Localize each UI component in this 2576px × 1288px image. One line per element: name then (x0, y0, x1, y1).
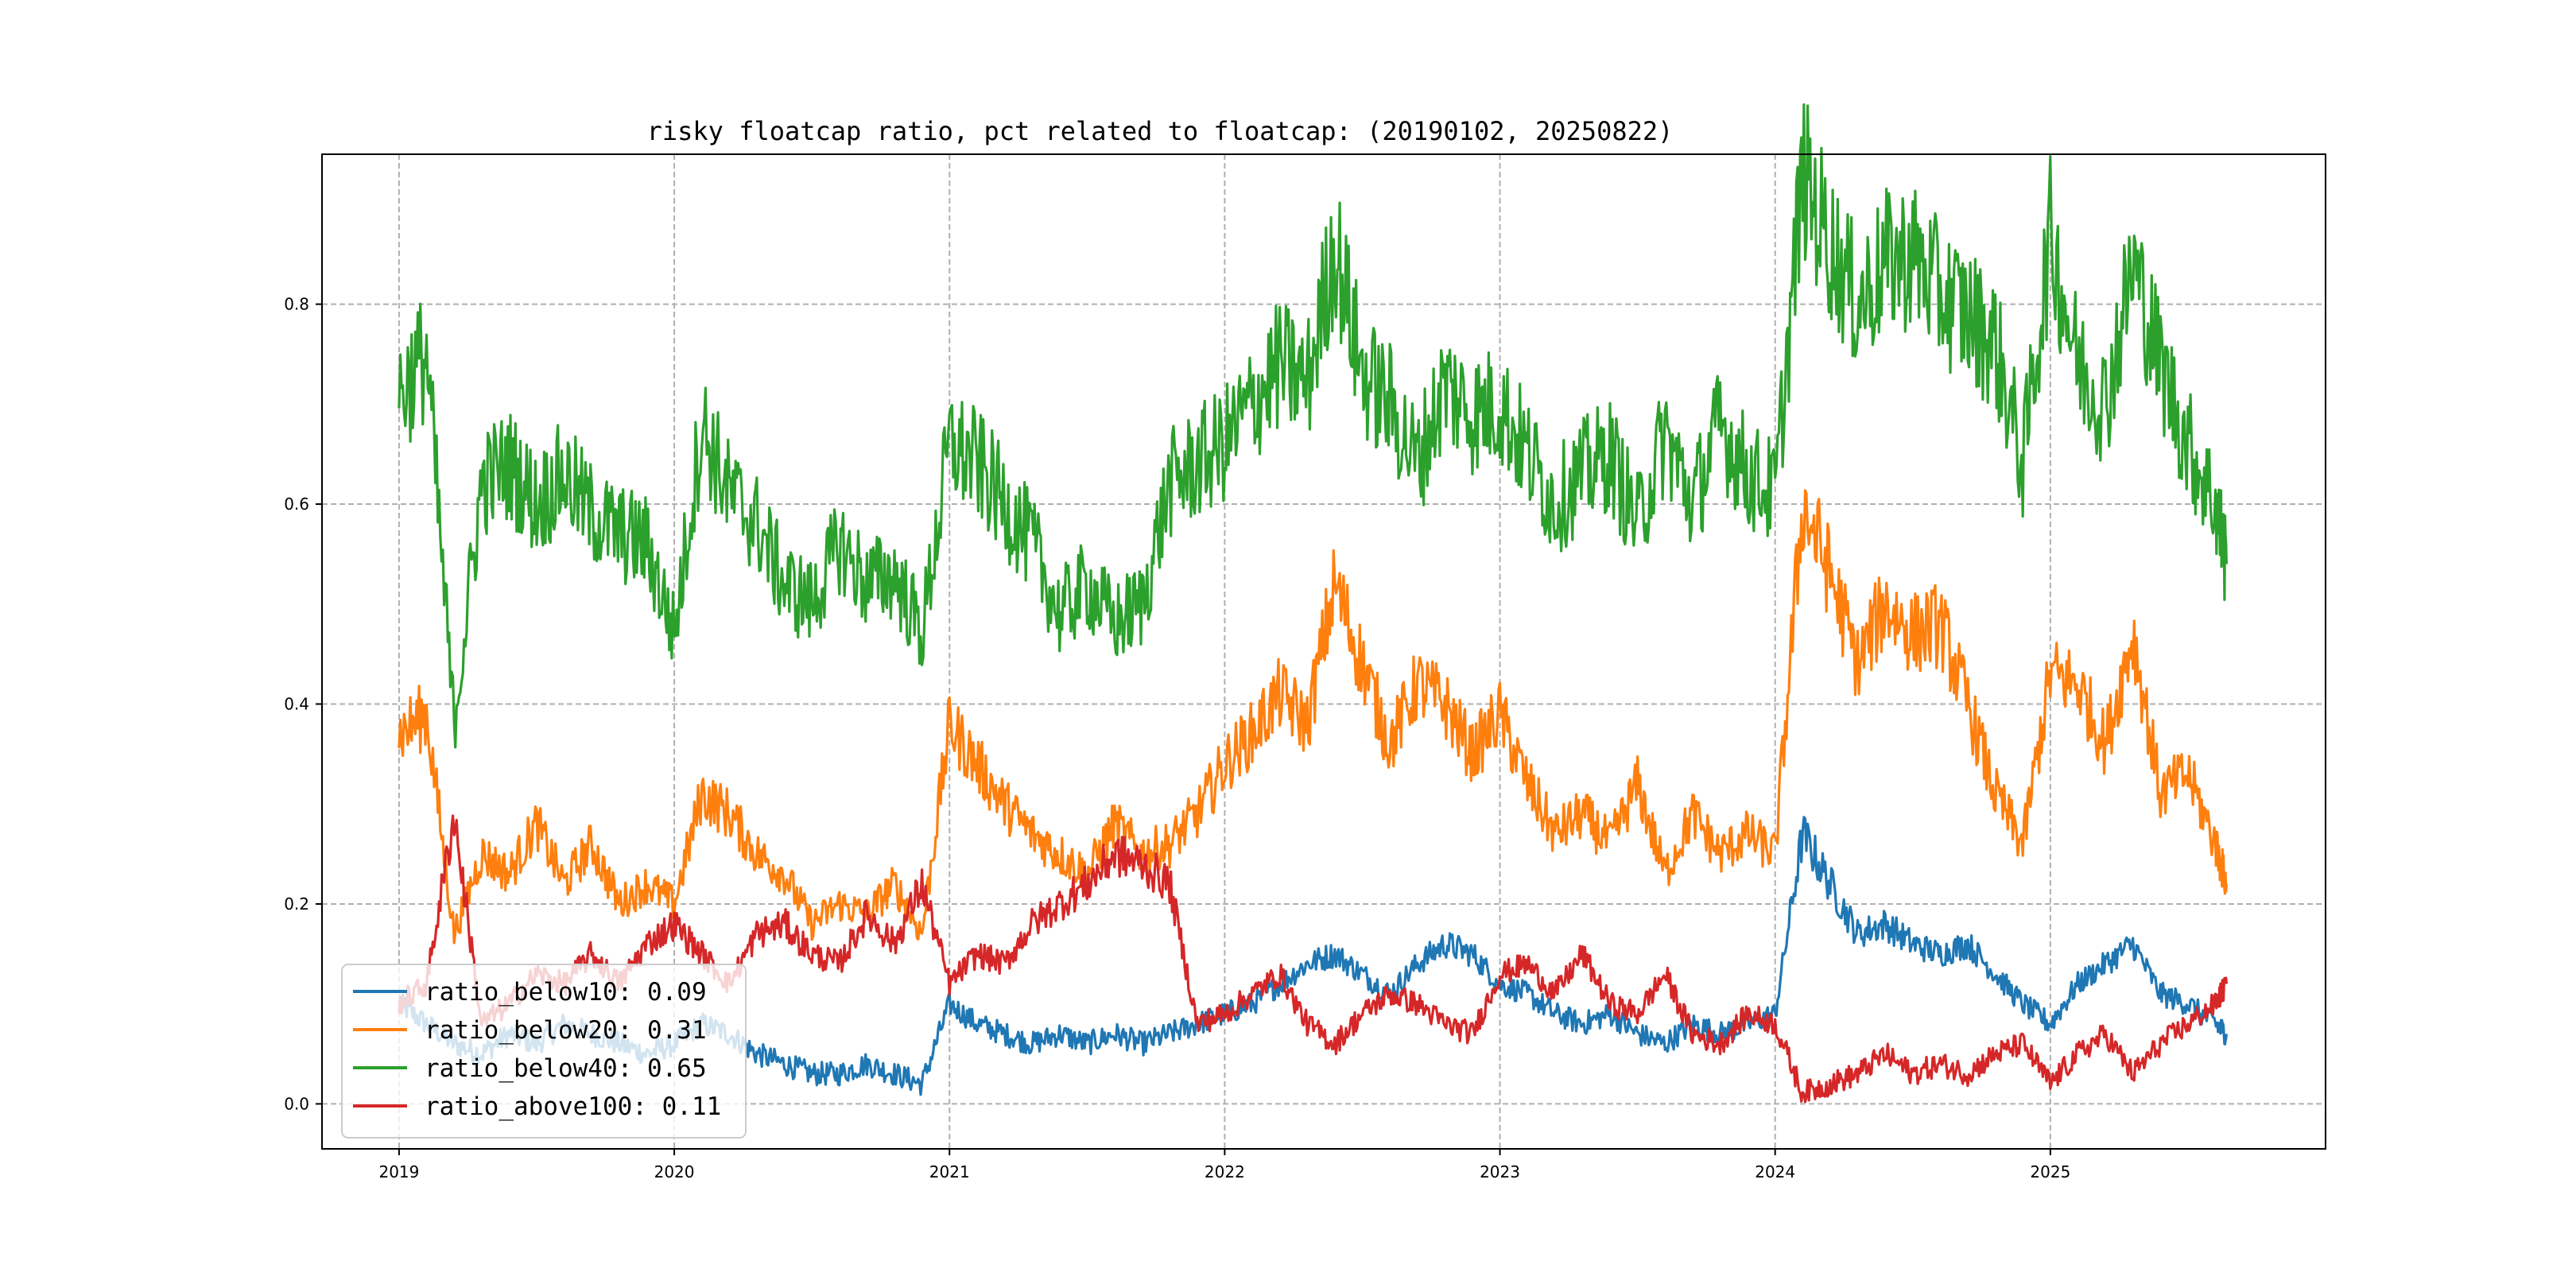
series-line-ratio_below40 (398, 103, 2228, 749)
x-tick-label: 2019 (378, 1162, 419, 1181)
series-line-ratio_below20 (398, 489, 2228, 945)
series-line-ratio_above100 (398, 814, 2228, 1104)
chart-title: risky floatcap ratio, pct related to flo… (647, 116, 1674, 146)
plot-frame (321, 153, 2326, 1150)
y-tick-label: 0.2 (284, 894, 309, 914)
x-tick-label: 2021 (929, 1162, 970, 1181)
legend-label: ratio_below20: 0.31 (425, 1016, 707, 1045)
legend-label: ratio_below40: 0.65 (425, 1054, 707, 1083)
y-tick-label: 0.6 (284, 495, 309, 514)
axes: 2019 2020 2021 2022 2023 2024 2025 0.0 0.2 0.4 0.6… (284, 295, 2070, 1181)
x-tick-label: 2024 (1755, 1162, 1795, 1181)
legend-label: ratio_below10: 0.09 (425, 978, 707, 1007)
x-tick-label: 2022 (1205, 1162, 1245, 1181)
x-tick-label: 2023 (1480, 1162, 1520, 1181)
y-tick-label: 0.8 (284, 295, 309, 314)
legend-box (341, 964, 747, 1139)
legend-label: ratio_above100: 0.11 (425, 1092, 721, 1121)
x-tick-label: 2025 (2030, 1162, 2070, 1181)
y-tick-label: 0.4 (284, 695, 309, 714)
legend: ratio_below10: 0.09 ratio_below20: 0.31 ra… (341, 964, 747, 1139)
x-tick-label: 2020 (654, 1162, 695, 1181)
y-tick-label: 0.0 (284, 1094, 309, 1113)
